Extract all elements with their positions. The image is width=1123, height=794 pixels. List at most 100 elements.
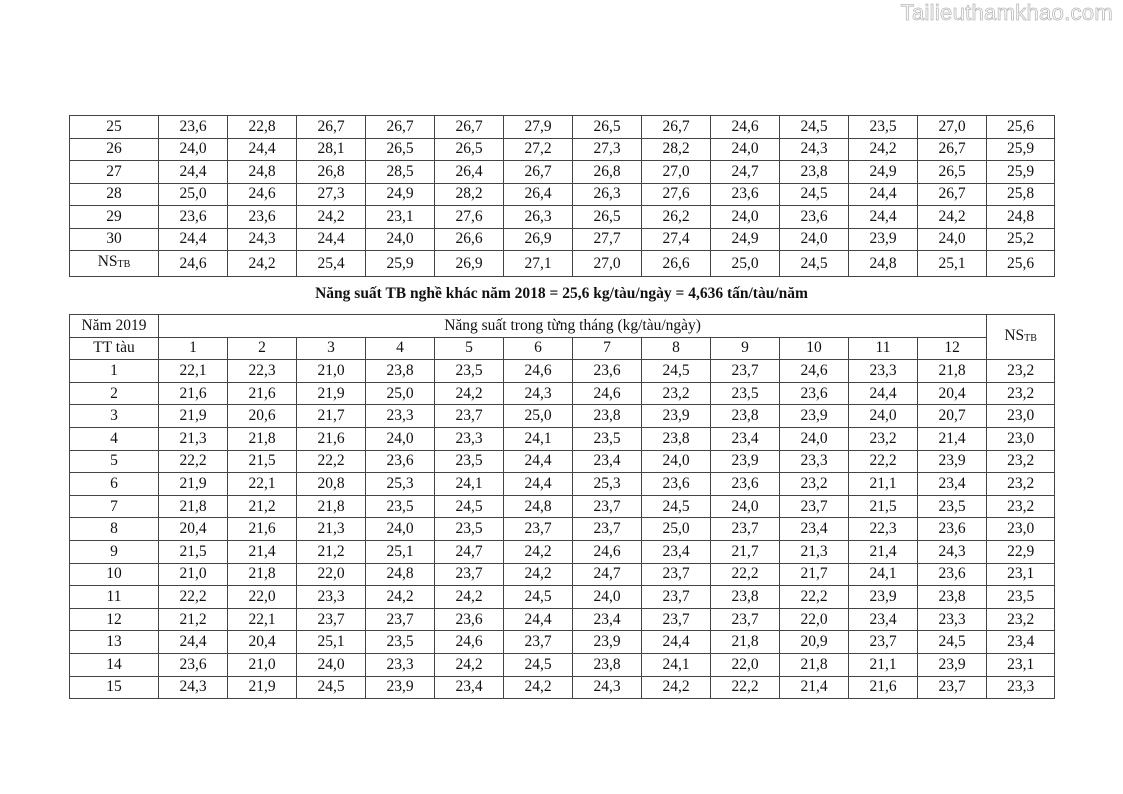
value-cell: 22,2 [710, 675, 780, 700]
value-cell: 24,4 [158, 160, 228, 184]
table-row: 30 24,4 24,3 24,4 24,0 26,6 26,9 27,7 27,4 24,9 24… [69, 227, 1055, 251]
value-cell: 24,3 [158, 675, 228, 700]
value-cell: 22,1 [227, 607, 297, 632]
value-cell: 24,4 [503, 607, 573, 632]
value-cell: 23,4 [710, 426, 780, 451]
value-cell: 23,6 [227, 205, 297, 229]
value-cell: 23,9 [365, 675, 435, 700]
average-cell: 25,9 [986, 160, 1055, 184]
value-cell: 23,7 [365, 607, 435, 632]
value-cell: 24,4 [848, 182, 918, 206]
value-cell: 24,0 [710, 205, 780, 229]
average-value: 24,6 [158, 250, 228, 277]
month-header: 5 [434, 336, 504, 361]
value-cell: 23,8 [365, 359, 435, 383]
average-value: 25,1 [917, 250, 987, 277]
value-cell: 20,8 [296, 472, 366, 496]
value-cell: 21,7 [710, 539, 780, 564]
value-cell: 24,0 [710, 137, 780, 161]
month-header: 6 [503, 336, 573, 361]
average-cell: 23,4 [986, 630, 1056, 654]
value-cell: 23,3 [848, 359, 918, 383]
value-cell: 24,0 [779, 227, 849, 251]
value-cell: 27,3 [296, 182, 366, 206]
value-cell: 24,4 [503, 472, 573, 496]
average-cell: 23,0 [986, 404, 1056, 428]
value-cell: 23,2 [848, 426, 918, 451]
value-cell: 21,0 [158, 562, 228, 587]
table-row: 13 24,4 20,4 25,1 23,5 24,6 23,7 23,9 24,4 21,8 20… [69, 630, 1056, 654]
value-cell: 21,8 [158, 494, 228, 519]
value-cell: 25,0 [365, 381, 435, 406]
value-cell: 24,4 [296, 227, 366, 251]
value-cell: 24,6 [227, 182, 297, 206]
value-cell: 24,5 [641, 494, 711, 519]
value-cell: 24,8 [503, 494, 573, 519]
value-cell: 24,4 [227, 137, 297, 161]
value-cell: 23,5 [572, 426, 642, 451]
value-cell: 24,5 [641, 359, 711, 383]
average-cell: 23,5 [986, 585, 1056, 609]
value-cell: 27,4 [641, 227, 711, 251]
value-cell: 23,3 [365, 652, 435, 677]
table-row: 11 22,2 22,0 23,3 24,2 24,2 24,5 24,0 23,7 23,8 22… [69, 585, 1056, 609]
vessel-number: 11 [69, 585, 159, 609]
value-cell: 23,4 [848, 607, 918, 632]
table-row: 3 21,9 20,6 21,7 23,3 23,7 25,0 23,8 23,9 23,8 23,… [69, 404, 1056, 428]
value-cell: 23,6 [158, 652, 228, 677]
value-cell: 21,7 [779, 562, 849, 587]
value-cell: 22,2 [710, 562, 780, 587]
value-cell: 23,7 [434, 404, 504, 428]
average-cell: 25,6 [986, 115, 1055, 139]
value-cell: 24,0 [365, 227, 435, 251]
value-cell: 23,6 [710, 182, 780, 206]
average-value: 24,8 [848, 250, 918, 277]
value-cell: 21,1 [848, 652, 918, 677]
month-header: 11 [848, 336, 918, 361]
value-cell: 24,0 [779, 426, 849, 451]
average-value: 27,1 [503, 250, 573, 277]
value-cell: 24,2 [503, 675, 573, 700]
value-cell: 23,9 [779, 404, 849, 428]
month-header: 12 [916, 336, 988, 361]
value-cell: 23,9 [848, 227, 918, 251]
value-cell: 24,5 [503, 585, 573, 609]
value-cell: 24,2 [365, 585, 435, 609]
average-cell: 23,2 [986, 381, 1056, 406]
value-cell: 23,4 [572, 607, 642, 632]
month-header: 8 [641, 336, 711, 361]
value-cell: 23,7 [710, 359, 780, 383]
vessel-number: 26 [69, 137, 159, 161]
average-cell: 23,1 [986, 652, 1056, 677]
value-cell: 24,0 [572, 585, 642, 609]
value-cell: 20,6 [227, 404, 297, 428]
value-cell: 23,6 [641, 472, 711, 496]
value-cell: 26,7 [296, 115, 366, 139]
value-cell: 27,6 [641, 182, 711, 206]
value-cell: 23,7 [572, 494, 642, 519]
value-cell: 22,2 [158, 585, 228, 609]
vessel-number: 10 [69, 562, 159, 587]
value-cell: 26,8 [296, 160, 366, 184]
value-cell: 24,9 [848, 160, 918, 184]
average-cell: 23,2 [986, 494, 1056, 519]
average-value: 24,2 [227, 250, 297, 277]
table-row: 8 20,4 21,6 21,3 24,0 23,5 23,7 23,7 25,0 23,7 23,… [69, 517, 1056, 541]
value-cell: 21,2 [227, 494, 297, 519]
vessel-number: 6 [69, 472, 159, 496]
value-cell: 23,5 [710, 381, 780, 406]
value-cell: 26,4 [434, 160, 504, 184]
average-cell: 23,2 [986, 472, 1056, 496]
value-cell: 24,7 [434, 539, 504, 564]
value-cell: 24,6 [434, 630, 504, 654]
value-cell: 23,7 [710, 607, 780, 632]
average-cell: 23,2 [986, 449, 1056, 474]
month-header: 1 [158, 336, 228, 361]
value-cell: 22,2 [296, 449, 366, 474]
value-cell: 22,8 [227, 115, 297, 139]
value-cell: 24,2 [434, 585, 504, 609]
value-cell: 24,5 [296, 675, 366, 700]
monthly-group-header: Năng suất trong từng tháng (kg/tàu/ngày) [157, 314, 988, 338]
value-cell: 24,0 [365, 517, 435, 541]
value-cell: 23,2 [779, 472, 849, 496]
